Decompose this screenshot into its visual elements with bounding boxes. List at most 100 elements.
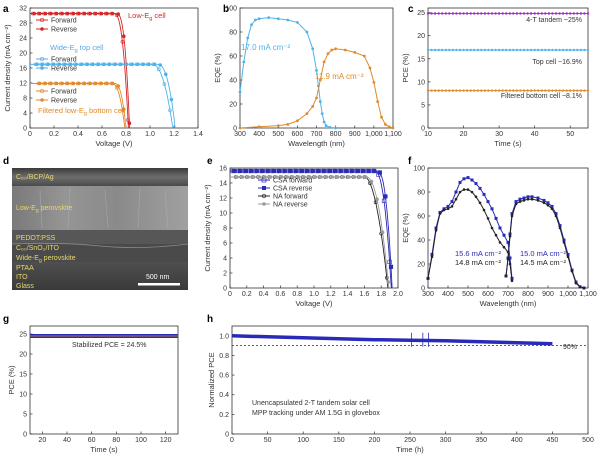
y-tick-label-g: 20 xyxy=(19,352,27,359)
pce-point-c xyxy=(515,89,519,92)
marker-a xyxy=(37,81,42,86)
marker-e xyxy=(358,175,363,179)
marker-a xyxy=(99,11,104,16)
legend-csa-reverse: CSA reverse xyxy=(273,186,312,193)
legend-orange-reverse: Reverse xyxy=(51,98,77,105)
eqe-point-f xyxy=(462,188,466,191)
marker-e xyxy=(260,168,265,174)
x-tick-label-g: 60 xyxy=(88,437,96,444)
eqe-point-f xyxy=(510,279,514,283)
eqe-point-f xyxy=(482,192,486,196)
pce-point-c xyxy=(519,48,522,52)
x-tick-label-f: 1,000 xyxy=(559,291,577,298)
eqe-point-f xyxy=(458,190,462,194)
eqe-point-f xyxy=(454,197,458,201)
marker-a xyxy=(168,108,172,113)
eqe-point-b xyxy=(238,126,242,130)
pce-point-c xyxy=(579,89,583,92)
marker-e xyxy=(347,175,351,179)
x-tick-label-c: 20 xyxy=(460,131,468,138)
marker-e xyxy=(327,168,332,174)
eqe-curve-b xyxy=(239,48,394,129)
pce-point-c xyxy=(515,48,519,52)
eqe-top-label: 17.0 mA cm⁻² xyxy=(241,43,290,52)
sem-scale-label: 500 nm xyxy=(146,274,170,281)
curve-e-na-forward xyxy=(230,176,389,289)
pce-point-c xyxy=(444,48,447,52)
marker-a xyxy=(85,62,90,67)
pce-point-c xyxy=(497,89,501,92)
marker-e xyxy=(316,168,321,174)
pce-point-c xyxy=(451,89,455,92)
pce-bottom-label: Filtered bottom cell ~8.1% xyxy=(501,93,582,100)
marker-e xyxy=(276,168,282,174)
y-tick-label-e: 8 xyxy=(223,226,227,233)
pce-point-c xyxy=(579,12,583,15)
x-tick-label-h: 100 xyxy=(297,437,309,444)
y-tick-label-c: 25 xyxy=(417,10,425,17)
marker-e xyxy=(288,168,293,174)
pce-point-c xyxy=(508,12,511,15)
pce-point-c xyxy=(476,89,479,92)
panel-e-legend: CSA forward CSA reverse NA forward NA re… xyxy=(258,178,312,209)
sem-scale-bar xyxy=(138,283,180,286)
pce-point-c xyxy=(579,48,583,52)
y-tick-label-h: 0.2 xyxy=(219,412,229,419)
pce-point-c xyxy=(476,48,479,52)
pce-point-c xyxy=(505,48,508,52)
marker-e xyxy=(363,175,368,179)
pce-point-c xyxy=(426,48,430,52)
eqe-point-f xyxy=(446,207,450,211)
filtered-label: Filtered low-Eg bottom cell xyxy=(38,106,126,117)
eqe-point-b xyxy=(326,52,330,55)
y-tick-label-h: 1.0 xyxy=(219,333,229,340)
axes-f: 300 400 500 600 700 800 900 1,000 1,100 0 20 40 60 80… xyxy=(401,166,597,309)
panel-label-e: e xyxy=(207,156,213,167)
eqe-point-f xyxy=(514,200,518,204)
y-tick-label-g: 5 xyxy=(23,412,27,419)
pce-point-c xyxy=(455,48,458,52)
panel-label-b: b xyxy=(223,4,229,15)
x-tick-label-f: 300 xyxy=(422,291,434,298)
panel-label-a: a xyxy=(3,4,9,15)
pce-point-c xyxy=(469,89,472,92)
marker-a xyxy=(157,67,161,71)
marker-e xyxy=(293,168,298,174)
marker-e xyxy=(279,175,284,179)
pce-point-c xyxy=(569,89,572,92)
x-tick-label-e: 0.6 xyxy=(276,291,286,298)
eqe-point-f xyxy=(446,204,450,208)
marker-e xyxy=(319,175,323,179)
eqe-point-f xyxy=(498,226,502,230)
pce-point-c xyxy=(533,48,536,52)
marker-e xyxy=(377,170,382,175)
pce-point-c xyxy=(480,89,483,92)
eqe-point-f xyxy=(474,182,478,186)
panel-label-g: g xyxy=(3,314,9,325)
marker-a xyxy=(141,62,146,67)
pce-point-c xyxy=(512,12,515,15)
pce-point-c xyxy=(501,48,504,52)
pce-point-c xyxy=(576,48,579,52)
eqe-point-b xyxy=(296,21,299,24)
pce-point-c xyxy=(561,89,565,92)
pce-point-c xyxy=(448,12,451,15)
pce-point-c xyxy=(522,12,526,15)
pce-point-c xyxy=(533,89,536,92)
panel-label-d: d xyxy=(3,156,9,167)
x-axis-title-h: Time (h) xyxy=(396,445,424,454)
marker-e xyxy=(307,175,312,179)
pce-point-c xyxy=(505,89,508,92)
eqe-curve-f xyxy=(505,196,585,289)
pce-point-c xyxy=(437,89,440,92)
eqe-point-f xyxy=(502,245,506,249)
marker-a xyxy=(105,81,109,86)
pce-point-c xyxy=(487,12,490,15)
eqe-point-b xyxy=(384,123,387,126)
marker-a xyxy=(77,11,81,16)
x-tick-label-h: 250 xyxy=(404,437,416,444)
marker-e xyxy=(369,179,374,184)
pce-point-c xyxy=(526,12,529,15)
marker-e xyxy=(313,175,318,179)
eqe-point-b xyxy=(334,47,337,51)
